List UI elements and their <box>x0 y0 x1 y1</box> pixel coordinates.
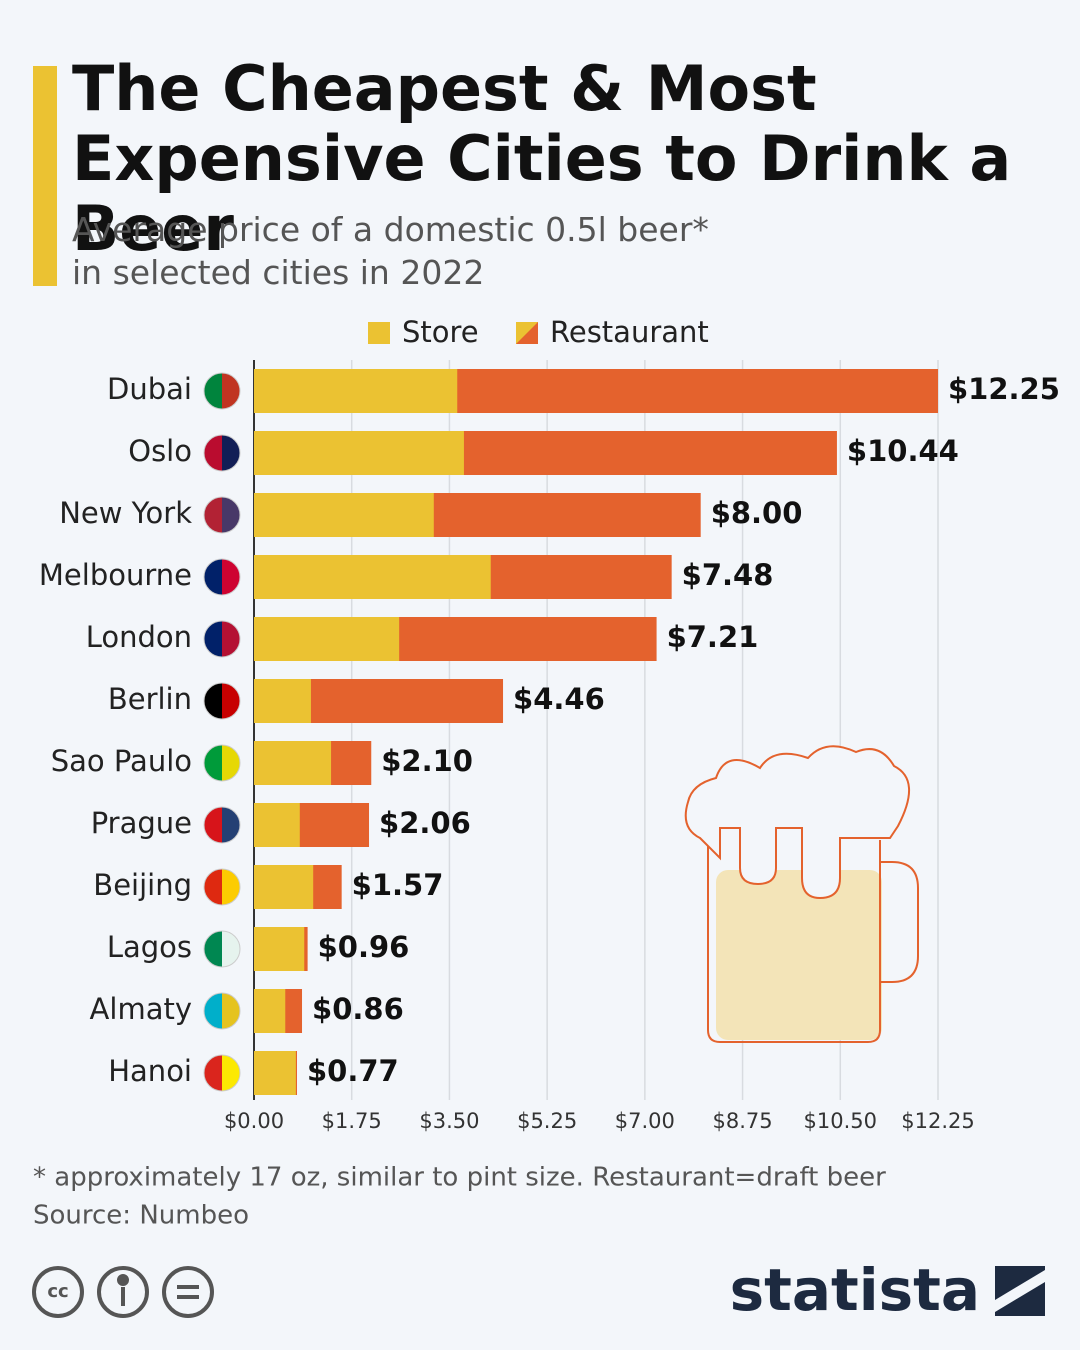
flag-outline <box>203 682 241 720</box>
flag-outline <box>203 806 241 844</box>
category-label: Dubai <box>107 372 192 406</box>
flag <box>222 1055 240 1091</box>
flag <box>222 745 240 781</box>
flag <box>222 931 240 967</box>
flag <box>222 497 240 533</box>
x-tick-label: $10.50 <box>804 1109 877 1133</box>
flag <box>222 373 240 409</box>
value-label: $7.48 <box>682 558 774 592</box>
bar <box>254 493 434 537</box>
cc-icons <box>32 1266 214 1318</box>
bar <box>254 927 305 971</box>
flag <box>222 807 240 843</box>
flag-outline <box>203 930 241 968</box>
flag <box>222 559 240 595</box>
category-label: Berlin <box>108 682 192 716</box>
legend-swatch <box>368 322 390 344</box>
value-label: $10.44 <box>847 434 959 468</box>
flag-outline <box>203 620 241 658</box>
flag <box>222 869 240 905</box>
category-label: Prague <box>91 806 192 840</box>
value-label: $1.57 <box>352 868 444 902</box>
flag-outline <box>203 558 241 596</box>
bar <box>254 1051 296 1095</box>
category-label: Beijing <box>93 868 192 902</box>
flag-outline <box>203 992 241 1030</box>
source: Source: Numbeo <box>33 1201 249 1231</box>
flag-outline <box>203 1054 241 1092</box>
x-tick-label: $1.75 <box>322 1109 382 1133</box>
legend-label: Restaurant <box>550 315 709 349</box>
category-label: Lagos <box>107 930 192 964</box>
category-label: London <box>86 620 192 654</box>
x-tick-label: $7.00 <box>615 1109 675 1133</box>
bar <box>254 865 314 909</box>
flag <box>222 683 240 719</box>
statista-logo <box>995 1266 1045 1316</box>
bar <box>254 679 311 723</box>
bar <box>254 617 400 661</box>
value-label: $0.96 <box>318 930 410 964</box>
chart-subtitle: Average price of a domestic 0.5l beer* i… <box>72 210 709 292</box>
x-tick-label: $12.25 <box>901 1109 974 1133</box>
category-label: New York <box>59 496 192 530</box>
flag <box>222 621 240 657</box>
value-label: $0.86 <box>312 992 404 1026</box>
x-tick-label: $3.50 <box>419 1109 479 1133</box>
legend-swatch <box>516 322 538 344</box>
bar <box>254 989 286 1033</box>
flag-outline <box>203 434 241 472</box>
flag <box>222 993 240 1029</box>
accent-bar <box>33 66 57 286</box>
value-label: $2.06 <box>379 806 471 840</box>
category-label: Melbourne <box>39 558 192 592</box>
flag-outline <box>203 496 241 534</box>
value-label: $7.21 <box>667 620 759 654</box>
legend-label: Store <box>402 315 479 349</box>
value-label: $2.10 <box>381 744 473 778</box>
chart-title: The Cheapest & Most Expensive Cities to … <box>72 52 1012 265</box>
flag-outline <box>203 868 241 906</box>
flag-outline <box>203 372 241 410</box>
bar <box>254 369 458 413</box>
category-label: Oslo <box>128 434 192 468</box>
category-label: Almaty <box>90 992 192 1026</box>
x-tick-label: $0.00 <box>224 1109 284 1133</box>
bar <box>254 555 491 599</box>
footnote: * approximately 17 oz, similar to pint s… <box>33 1163 886 1193</box>
value-label: $0.77 <box>307 1054 399 1088</box>
flag <box>222 435 240 471</box>
bar <box>254 741 332 785</box>
value-label: $4.46 <box>513 682 605 716</box>
x-tick-label: $5.25 <box>517 1109 577 1133</box>
category-label: Hanoi <box>108 1054 192 1088</box>
flag-outline <box>203 744 241 782</box>
value-label: $12.25 <box>948 372 1060 406</box>
bar <box>254 431 464 475</box>
brand: statista <box>730 1256 980 1324</box>
category-label: Sao Paulo <box>51 744 192 778</box>
value-label: $8.00 <box>711 496 803 530</box>
beer-mug <box>684 745 919 1043</box>
x-tick-label: $8.75 <box>713 1109 773 1133</box>
cc-text: cc <box>47 1281 68 1302</box>
bar <box>254 803 300 847</box>
